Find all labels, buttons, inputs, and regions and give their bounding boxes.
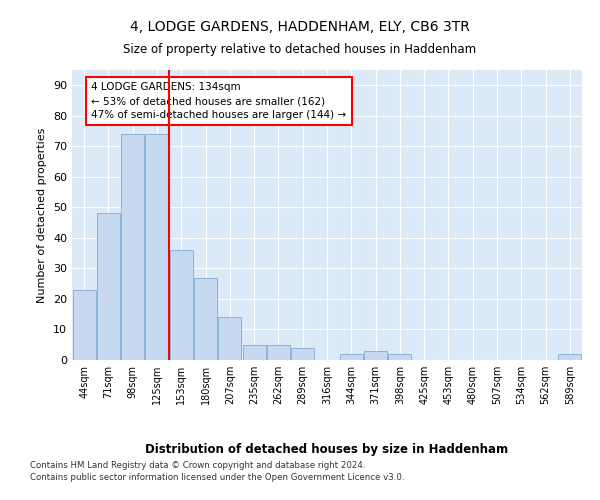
Bar [340,354,363,360]
Text: Distribution of detached houses by size in Haddenham: Distribution of detached houses by size … [145,442,509,456]
Text: 4, LODGE GARDENS, HADDENHAM, ELY, CB6 3TR: 4, LODGE GARDENS, HADDENHAM, ELY, CB6 3T… [130,20,470,34]
Bar [388,354,412,360]
Text: Contains public sector information licensed under the Open Government Licence v3: Contains public sector information licen… [30,474,404,482]
Bar [121,134,144,360]
Bar [97,214,120,360]
Text: 4 LODGE GARDENS: 134sqm
← 53% of detached houses are smaller (162)
47% of semi-d: 4 LODGE GARDENS: 134sqm ← 53% of detache… [91,82,347,120]
Bar [364,351,387,360]
Bar [145,134,169,360]
Bar [194,278,217,360]
Bar [291,348,314,360]
Text: Size of property relative to detached houses in Haddenham: Size of property relative to detached ho… [124,42,476,56]
Text: Contains HM Land Registry data © Crown copyright and database right 2024.: Contains HM Land Registry data © Crown c… [30,461,365,470]
Bar [267,344,290,360]
Y-axis label: Number of detached properties: Number of detached properties [37,128,47,302]
Bar [218,318,241,360]
Bar [242,344,266,360]
Bar [170,250,193,360]
Bar [559,354,581,360]
Bar [73,290,95,360]
